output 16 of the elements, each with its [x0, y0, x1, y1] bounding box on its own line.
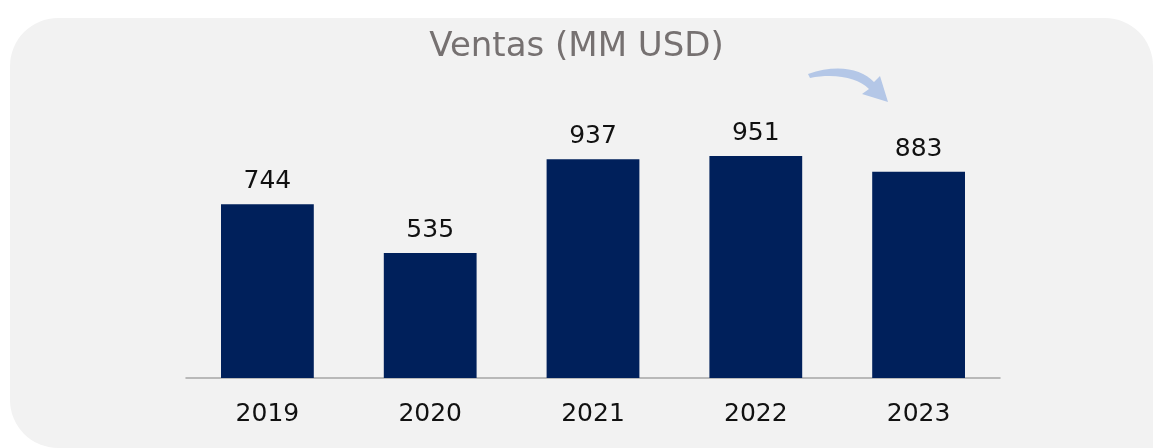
data-label: 535 — [406, 214, 455, 244]
bar — [383, 253, 477, 378]
bar — [546, 159, 640, 378]
bar — [221, 204, 314, 378]
x-tick-label: 2019 — [235, 398, 300, 427]
x-tick-label: 2023 — [886, 398, 951, 427]
data-label: 744 — [243, 165, 292, 195]
data-label: 883 — [894, 132, 943, 162]
chart-title: Ventas (MM USD) — [429, 24, 724, 64]
data-label: 951 — [731, 116, 780, 146]
x-tick-label: 2022 — [723, 398, 788, 427]
bar — [709, 155, 803, 378]
x-tick-label: 2021 — [561, 398, 625, 427]
bar — [872, 171, 965, 378]
x-tick-label: 2020 — [398, 398, 463, 427]
data-label: 937 — [569, 120, 617, 150]
